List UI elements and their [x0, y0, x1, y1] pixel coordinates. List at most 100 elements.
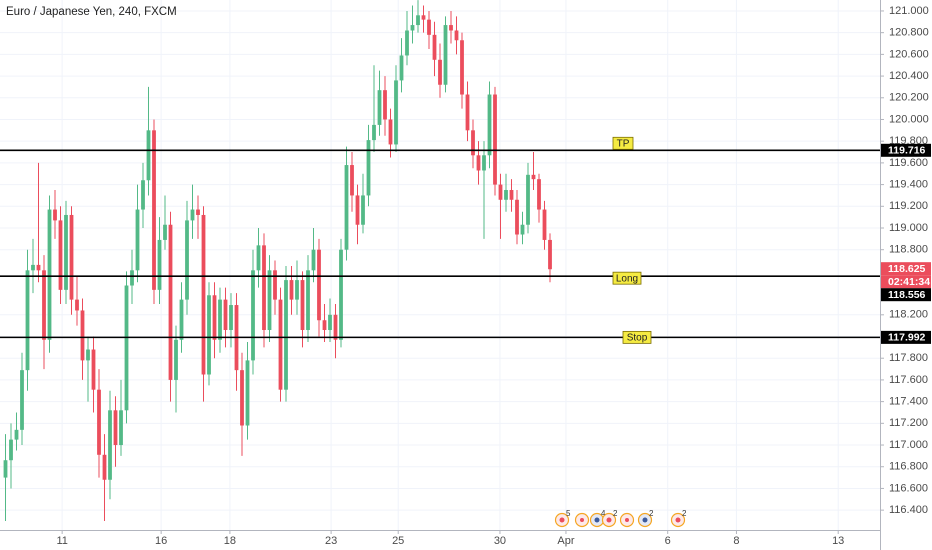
candle-body: [196, 209, 200, 215]
candle-body: [520, 224, 525, 235]
candle-body: [273, 270, 277, 300]
candle-body: [333, 314, 338, 340]
level-price-box: [881, 288, 931, 302]
candle-body: [146, 130, 151, 181]
candle-body: [427, 19, 431, 35]
candle-body: [36, 264, 41, 271]
x-tick-label: 16: [155, 535, 167, 547]
y-tick-label: 119.400: [889, 178, 928, 190]
x-tick-label: Apr: [557, 535, 574, 547]
candle-body: [53, 209, 57, 221]
x-tick-label: 11: [56, 535, 67, 547]
event-count: 5: [566, 509, 571, 518]
x-tick-label: 18: [224, 535, 236, 547]
candle-body: [135, 209, 140, 271]
level-price-box: [881, 143, 931, 157]
event-count: 4: [601, 509, 606, 518]
candle-body: [454, 30, 459, 41]
level-tag: [612, 136, 634, 150]
candle-body: [75, 299, 79, 311]
candle-body: [141, 180, 145, 210]
y-tick-label: 121.000: [889, 5, 929, 17]
candle-body: [361, 195, 365, 225]
candle-body: [317, 249, 321, 321]
candle-body: [284, 280, 288, 390]
level-price-box: [881, 330, 931, 344]
axes: 116.400 116.600 116.800 117.000 117.200 117.4…: [56, 5, 931, 547]
event-dot: [580, 518, 584, 522]
candle-body: [526, 174, 530, 225]
chart-title: Euro / Japanese Yen, 240, FXCM: [6, 6, 177, 18]
candle-body: [471, 130, 475, 156]
candle-body: [168, 224, 173, 380]
candle-body: [476, 155, 481, 171]
candle-body: [9, 439, 13, 461]
candle-body: [14, 429, 19, 440]
level-tag-label: TP: [617, 138, 630, 149]
candles: [3, 0, 552, 521]
candle-body: [322, 320, 327, 331]
y-tick-label: 118.800: [889, 244, 928, 256]
candle-body: [394, 80, 398, 145]
candle-body: [355, 195, 360, 225]
candle-body: [102, 454, 107, 480]
candle-body: [163, 224, 167, 240]
y-tick-label: 118.200: [889, 309, 928, 321]
candle-body: [460, 40, 464, 95]
event-count: 2: [682, 509, 687, 518]
candle-body: [25, 270, 30, 371]
event-dot: [642, 517, 648, 523]
y-tick-label: 120.600: [889, 48, 929, 60]
candle-body: [416, 15, 420, 26]
y-tick-label: 120.400: [889, 70, 929, 82]
level-price: 117.992: [888, 332, 926, 344]
candle-body: [218, 299, 222, 340]
candle-body: [366, 140, 371, 196]
candle-body: [212, 295, 217, 340]
candle-body: [108, 410, 112, 480]
candle-body: [124, 285, 129, 411]
candle-body: [432, 34, 437, 60]
candle-body: [97, 389, 101, 455]
level-price: 118.556: [888, 289, 926, 301]
candle-body: [377, 90, 382, 125]
candle-body: [443, 25, 448, 85]
candle-body: [289, 280, 294, 300]
candle-body: [86, 349, 90, 361]
candle-body: [42, 270, 46, 340]
y-tick-label: 120.000: [889, 113, 929, 125]
candle-body: [515, 199, 519, 235]
candle-body: [80, 310, 85, 361]
candle-body: [267, 270, 272, 331]
candle-body: [383, 90, 387, 120]
candle-body: [306, 270, 310, 331]
x-tick-label: 30: [494, 535, 506, 547]
candle-body: [498, 184, 503, 200]
candle-body: [350, 165, 354, 196]
candle-body: [372, 124, 376, 141]
candle-body: [91, 349, 96, 390]
candle-body: [69, 214, 74, 300]
x-tick-label: 23: [325, 535, 337, 547]
candle-body: [58, 220, 63, 290]
candle-body: [278, 299, 283, 390]
level-price: 119.716: [888, 145, 926, 157]
event-dot: [559, 517, 565, 523]
candle-body: [190, 209, 195, 221]
candle-body: [339, 249, 343, 340]
x-tick-label: 13: [832, 535, 844, 547]
x-tick-label: 8: [733, 535, 739, 547]
x-tick-label: 6: [665, 535, 671, 547]
candle-body: [130, 270, 134, 286]
level-tag-label: Long: [616, 273, 638, 284]
candle-body: [119, 410, 123, 446]
candle-body: [223, 299, 228, 331]
candle-body: [509, 190, 514, 200]
y-tick-label: 116.400: [889, 504, 928, 516]
candle-body: [465, 94, 470, 131]
candle-body: [438, 59, 442, 85]
candle-body: [207, 295, 211, 375]
candle-body: [47, 209, 52, 340]
